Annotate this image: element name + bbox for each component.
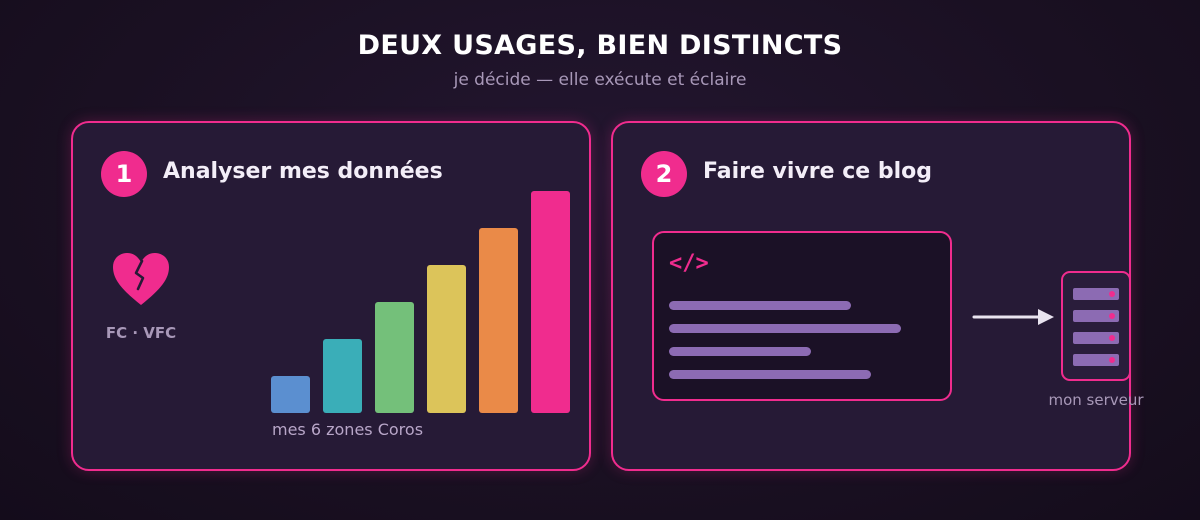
panel-blog: 2 Faire vivre ce blog </> mon serveur <box>611 121 1144 471</box>
server-icon <box>1061 271 1131 381</box>
zone-bar-2 <box>323 339 362 413</box>
step-number-badge: 2 <box>641 151 687 197</box>
panel-title: Analyser mes données <box>163 159 443 184</box>
server-slot <box>1073 354 1119 366</box>
chart-caption: mes 6 zones Coros <box>272 420 424 439</box>
panel-title: Faire vivre ce blog <box>703 159 932 184</box>
heart-icon <box>113 253 169 305</box>
panel-analyze-data: 1 Analyser mes données FC · VFC mes 6 zo… <box>71 121 591 471</box>
code-line <box>669 347 811 356</box>
zone-bar-6 <box>531 191 570 413</box>
zone-bar-1 <box>271 376 310 413</box>
step-number-badge: 1 <box>101 151 147 197</box>
heart-label: FC · VFC <box>105 324 177 342</box>
server-slot <box>1073 288 1119 300</box>
code-line <box>669 324 901 333</box>
server-slot <box>1073 310 1119 322</box>
zones-bar-chart <box>271 191 570 413</box>
arrow-right-icon <box>972 309 1054 325</box>
code-line <box>669 370 871 379</box>
server-led <box>1109 357 1115 363</box>
code-icon: </> <box>669 251 709 276</box>
zone-bar-3 <box>375 302 414 413</box>
server-led <box>1109 313 1115 319</box>
server-slot <box>1073 332 1119 344</box>
server-led <box>1109 291 1115 297</box>
zone-bar-4 <box>427 265 466 413</box>
code-editor-card: </> <box>652 231 952 401</box>
page-title: DEUX USAGES, BIEN DISTINCTS <box>357 30 843 61</box>
code-line <box>669 301 851 310</box>
zone-bar-5 <box>479 228 518 413</box>
page-subtitle: je décide — elle exécute et éclaire <box>453 70 747 90</box>
server-led <box>1109 335 1115 341</box>
server-label: mon serveur <box>1048 391 1144 409</box>
